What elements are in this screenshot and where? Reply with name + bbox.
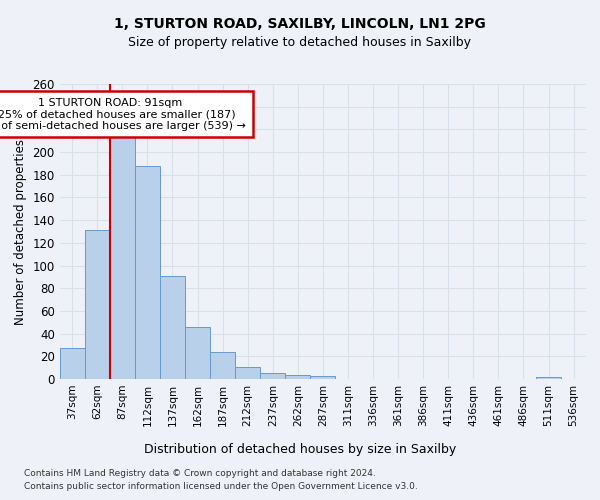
Bar <box>185 327 210 379</box>
Text: Size of property relative to detached houses in Saxilby: Size of property relative to detached ho… <box>128 36 472 49</box>
Y-axis label: Number of detached properties: Number of detached properties <box>14 138 27 324</box>
Bar <box>260 374 285 379</box>
Bar <box>285 374 310 379</box>
Bar <box>235 366 260 379</box>
Text: Distribution of detached houses by size in Saxilby: Distribution of detached houses by size … <box>144 442 456 456</box>
Text: 1 STURTON ROAD: 91sqm
← 25% of detached houses are smaller (187)
73% of semi-det: 1 STURTON ROAD: 91sqm ← 25% of detached … <box>0 98 246 130</box>
Bar <box>210 352 235 379</box>
Bar <box>536 377 561 379</box>
Bar <box>85 230 110 379</box>
Bar <box>59 348 85 379</box>
Bar <box>310 376 335 379</box>
Bar <box>110 138 135 379</box>
Bar <box>160 276 185 379</box>
Text: Contains HM Land Registry data © Crown copyright and database right 2024.: Contains HM Land Registry data © Crown c… <box>24 468 376 477</box>
Bar <box>135 166 160 379</box>
Text: Contains public sector information licensed under the Open Government Licence v3: Contains public sector information licen… <box>24 482 418 491</box>
Text: 1, STURTON ROAD, SAXILBY, LINCOLN, LN1 2PG: 1, STURTON ROAD, SAXILBY, LINCOLN, LN1 2… <box>114 18 486 32</box>
